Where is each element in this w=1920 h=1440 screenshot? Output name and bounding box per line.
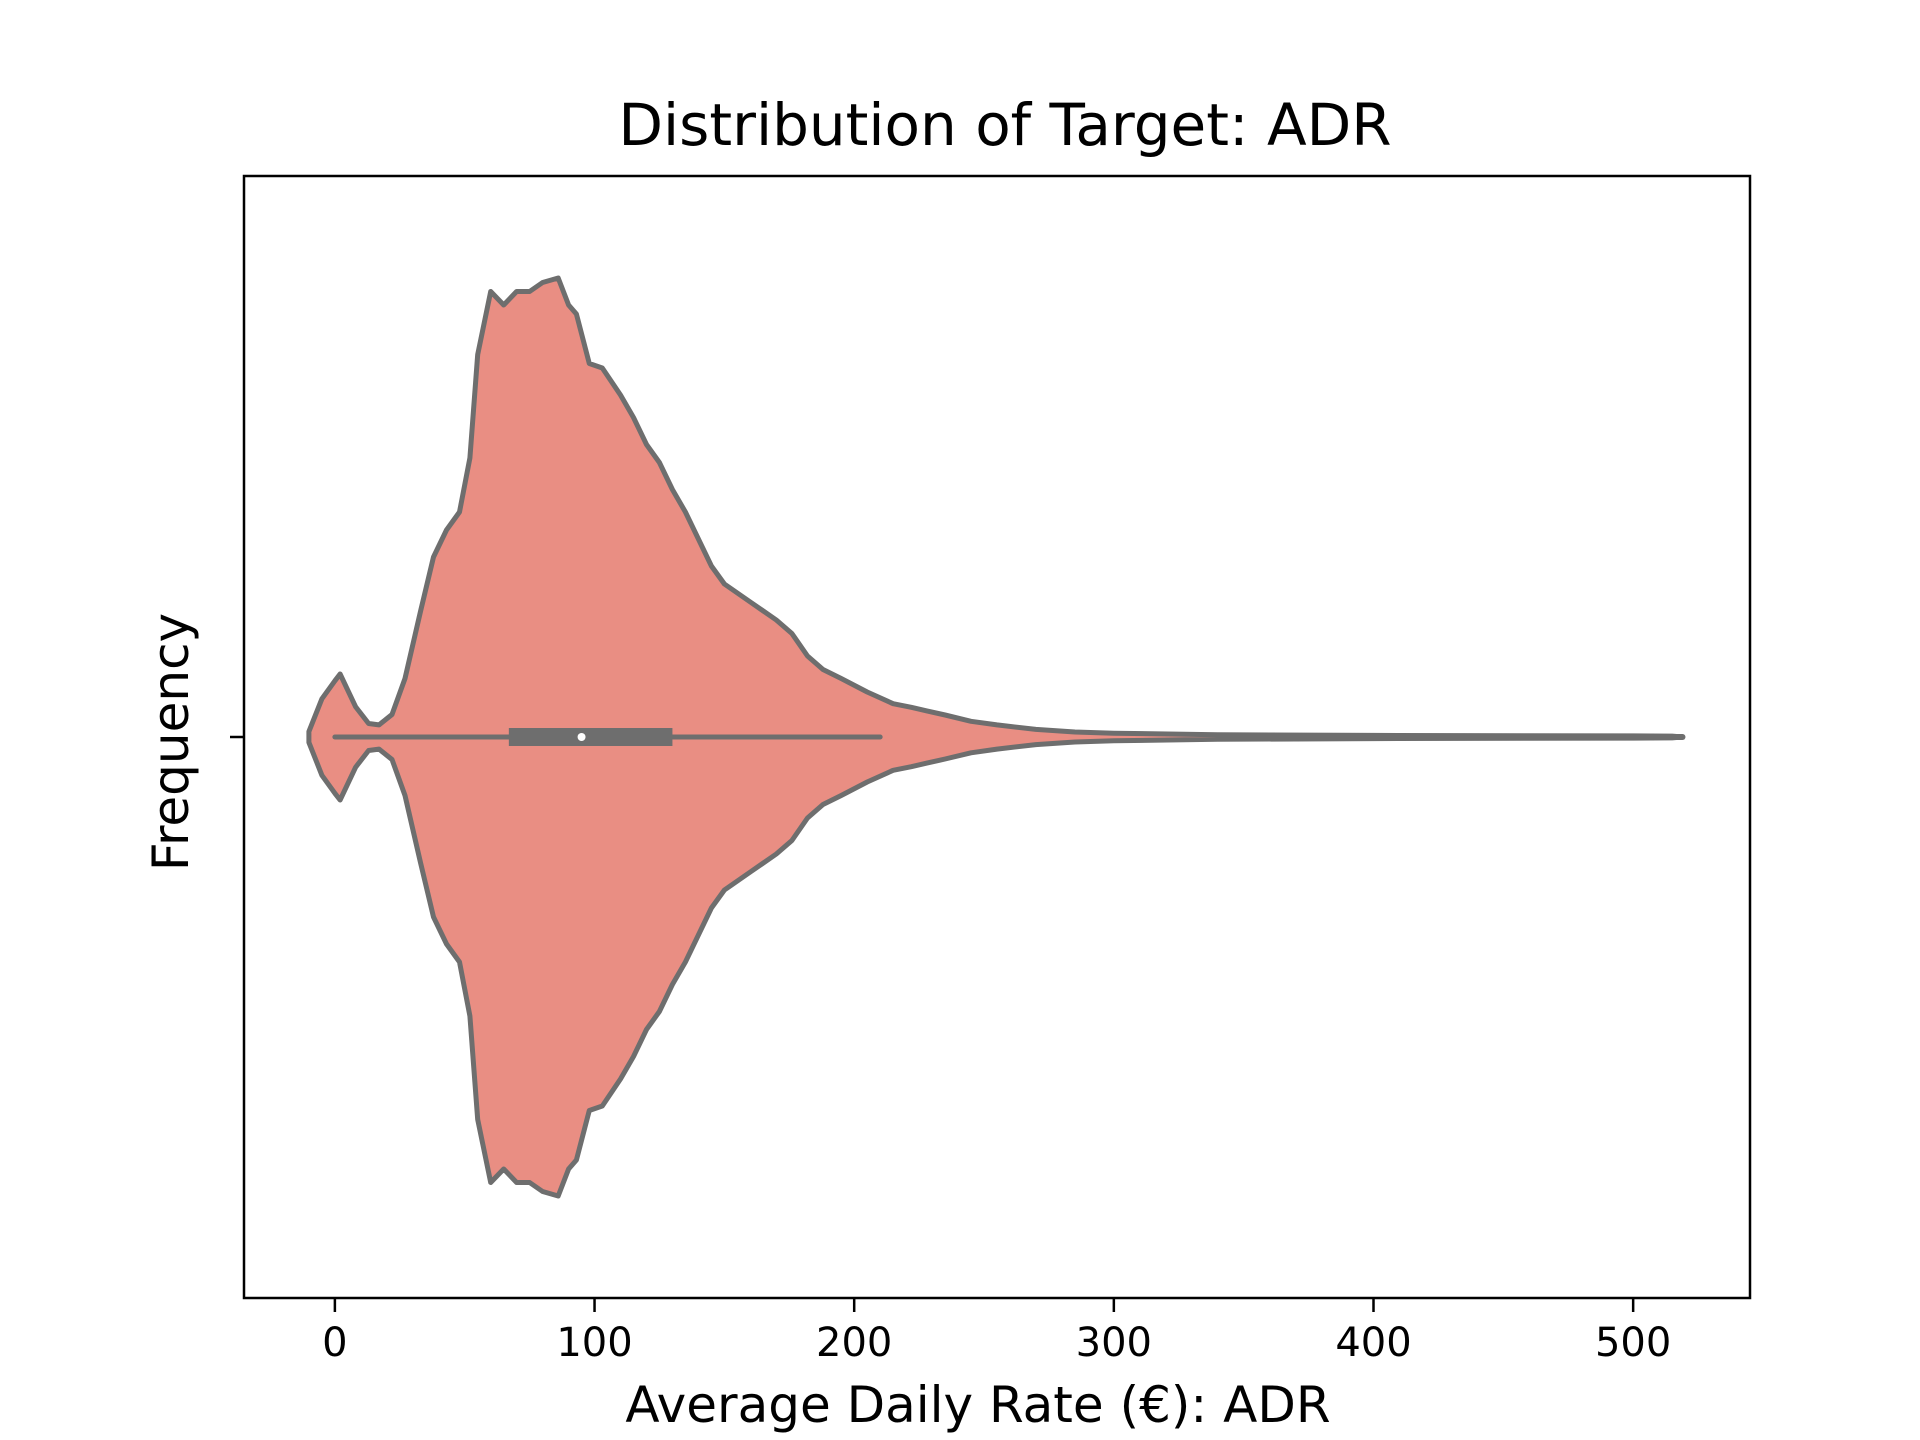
box-layer <box>332 728 1686 746</box>
chart-title: Distribution of Target: ADR <box>618 91 1391 159</box>
median-point <box>577 733 586 741</box>
x-tick-label: 200 <box>816 1320 892 1366</box>
x-tick-label: 100 <box>556 1320 632 1366</box>
x-tick-label: 0 <box>322 1320 347 1366</box>
x-axis-label: Average Daily Rate (€): ADR <box>625 1376 1330 1434</box>
x-tick-label: 500 <box>1595 1320 1671 1366</box>
y-axis-label: Frequency <box>142 613 200 871</box>
x-tick-label: 300 <box>1076 1320 1152 1366</box>
iqr-box <box>508 728 673 746</box>
x-axis: 0 100 200 300 400 500 <box>322 1298 1671 1366</box>
x-tick-label: 400 <box>1335 1320 1411 1366</box>
